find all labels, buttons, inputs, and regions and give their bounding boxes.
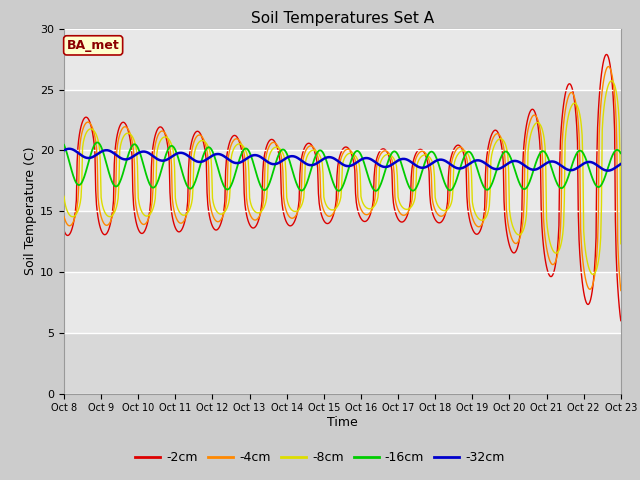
Bar [64,211,621,272]
X-axis label: Time: Time [327,416,358,429]
Bar [64,150,621,211]
Bar [64,29,621,90]
Bar [64,272,621,333]
Bar [64,90,621,150]
Title: Soil Temperatures Set A: Soil Temperatures Set A [251,11,434,26]
Y-axis label: Soil Temperature (C): Soil Temperature (C) [24,147,37,276]
Text: BA_met: BA_met [67,39,120,52]
Legend: -2cm, -4cm, -8cm, -16cm, -32cm: -2cm, -4cm, -8cm, -16cm, -32cm [130,446,510,469]
Bar [64,333,621,394]
